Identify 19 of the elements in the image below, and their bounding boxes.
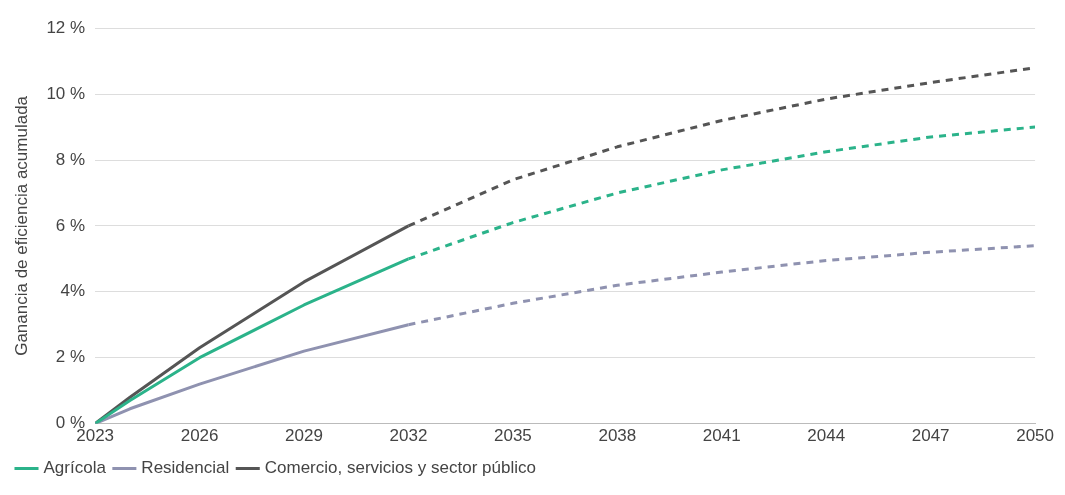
y-tick-label: 12 %: [46, 17, 86, 37]
y-axis-title: Ganancia de eficiencia acumulada: [11, 95, 31, 356]
legend-label: Comercio, servicios y sector público: [264, 458, 536, 478]
legend-label: Residencial: [141, 458, 230, 478]
x-tick-label: 2032: [389, 426, 428, 446]
x-tick-label: 2029: [285, 426, 323, 446]
y-tick-label: 8 %: [55, 149, 86, 169]
legend-label: Agrícola: [43, 458, 107, 478]
y-tick-label: 4%: [60, 281, 86, 301]
x-tick-label: 2044: [807, 426, 846, 446]
y-tick-label: 6 %: [55, 215, 86, 235]
x-tick-label: 2047: [911, 426, 950, 446]
y-tick-label: 10 %: [46, 83, 86, 103]
x-tick-label: 2026: [180, 426, 219, 446]
x-tick-label: 2038: [598, 426, 637, 446]
x-tick-label: 2041: [702, 426, 741, 446]
y-tick-label: 2 %: [55, 347, 86, 367]
x-tick-label: 2050: [1016, 426, 1054, 446]
x-tick-label: 2035: [493, 426, 532, 446]
